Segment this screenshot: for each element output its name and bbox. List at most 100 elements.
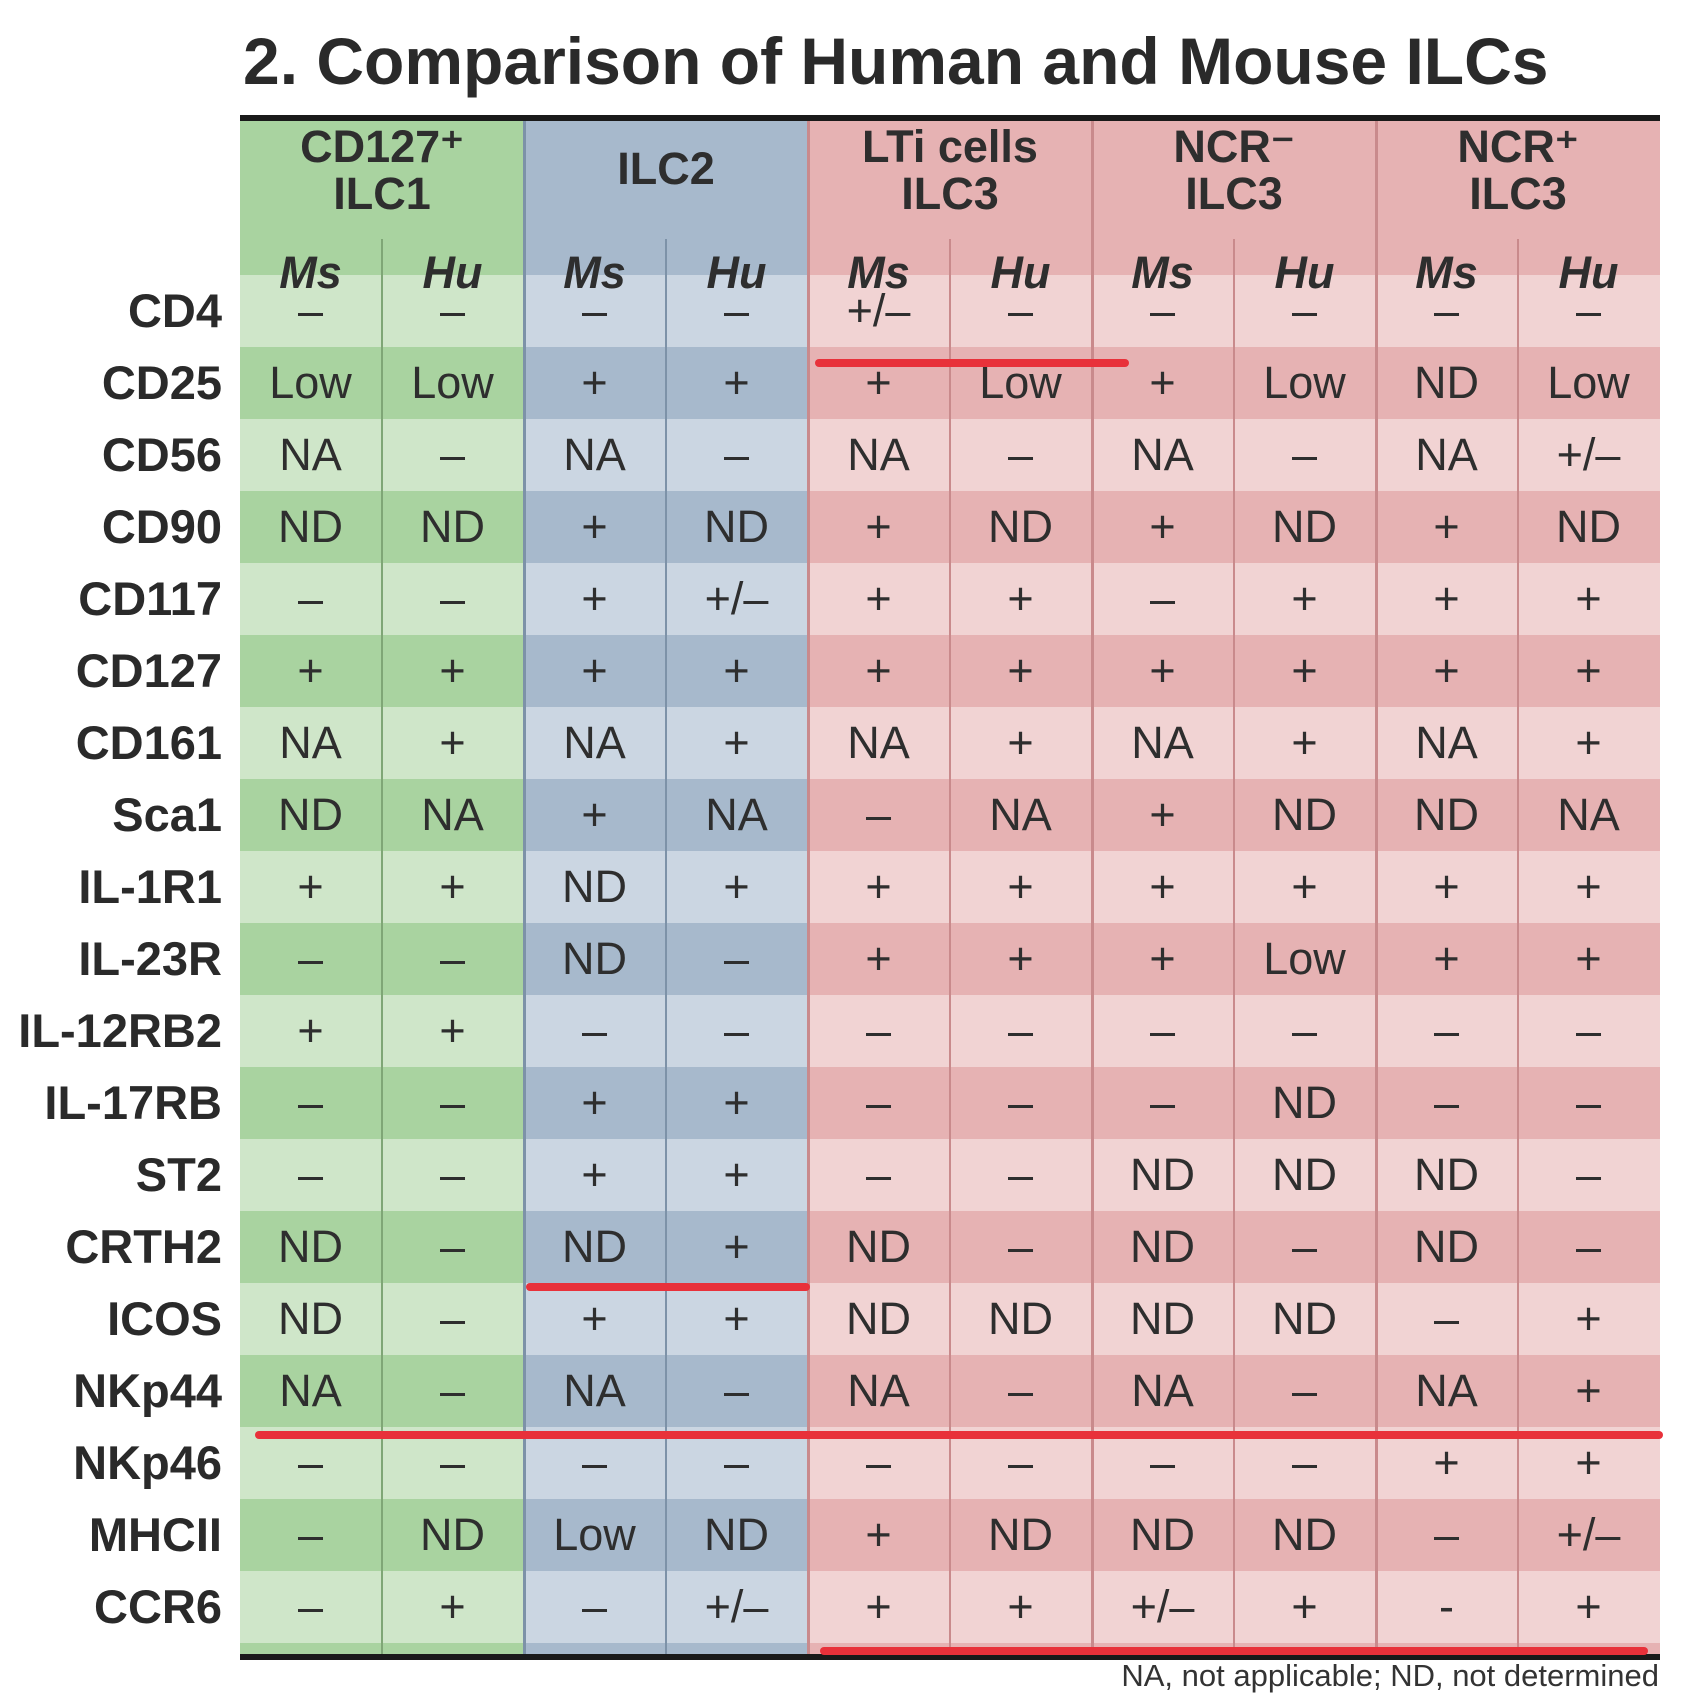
table-cell: – — [865, 789, 892, 840]
table-cell: + — [297, 1005, 324, 1056]
table-cell: +/– — [1130, 1581, 1195, 1632]
marker-row-label: IL-12RB2 — [18, 1004, 222, 1057]
species-subheader: Hu — [990, 247, 1051, 298]
table-cell: – — [439, 1221, 466, 1272]
table-cell: + — [1575, 717, 1602, 768]
table-cell: – — [1007, 1221, 1034, 1272]
table-cell: – — [581, 1581, 608, 1632]
table-cell: – — [439, 933, 466, 984]
group-header-line1: NCR⁻ — [1173, 121, 1295, 172]
table-cell: Low — [411, 357, 494, 408]
table-cell: NA — [1131, 717, 1194, 768]
table-cell: + — [1007, 861, 1034, 912]
table-cell: – — [865, 1005, 892, 1056]
table-cell: – — [1575, 1077, 1602, 1128]
group-separator — [523, 121, 526, 1654]
table-cell: + — [297, 645, 324, 696]
table-cell: – — [297, 1149, 324, 1200]
table-cell: – — [1007, 1149, 1034, 1200]
table-cell: + — [1575, 1437, 1602, 1488]
table-cell: ND — [846, 1221, 911, 1272]
table-cell: NA — [1131, 1365, 1194, 1416]
table-cell: – — [1149, 1077, 1176, 1128]
page-title: 2. Comparison of Human and Mouse ILCs — [243, 24, 1549, 98]
marker-row-label: CD127 — [75, 644, 222, 697]
table-cell: – — [1291, 1437, 1318, 1488]
species-subheader: Hu — [422, 247, 483, 298]
marker-row-label: CD90 — [101, 500, 222, 553]
table-cell: + — [1007, 1581, 1034, 1632]
table-cell: – — [1149, 1005, 1176, 1056]
species-subheader: Hu — [706, 247, 767, 298]
table-cell: ND — [278, 1221, 343, 1272]
table-cell: ND — [278, 1293, 343, 1344]
table-cell: – — [439, 429, 466, 480]
table-cell: ND — [1414, 1149, 1479, 1200]
table-cell: ND — [1272, 501, 1337, 552]
table-cell: – — [1291, 1005, 1318, 1056]
table-cell: + — [865, 501, 892, 552]
group-separator — [1375, 121, 1378, 1654]
table-cell: + — [581, 1293, 608, 1344]
table-cell: – — [723, 1437, 750, 1488]
table-cell: + — [1149, 789, 1176, 840]
table-cell: + — [1007, 717, 1034, 768]
table-cell: NA — [279, 717, 342, 768]
table-cell: + — [1433, 645, 1460, 696]
table-cell: + — [1433, 1437, 1460, 1488]
table-cell: +/– — [1556, 429, 1621, 480]
table-cell: Low — [553, 1509, 636, 1560]
table-cell: + — [1291, 717, 1318, 768]
marker-row-label: CD117 — [78, 572, 222, 625]
table-cell: + — [1007, 645, 1034, 696]
table-cell: – — [1433, 1293, 1460, 1344]
table-cell: – — [1149, 573, 1176, 624]
table-cell: – — [1007, 429, 1034, 480]
table-cell: – — [1433, 1005, 1460, 1056]
marker-row-label: IL-23R — [78, 932, 222, 985]
table-cell: + — [1575, 645, 1602, 696]
table-cell: NA — [421, 789, 484, 840]
group-header: NCR⁺ ILC3 — [1376, 123, 1660, 217]
group-header: NCR⁻ ILC3 — [1092, 123, 1376, 217]
table-cell: + — [723, 1293, 750, 1344]
table-cell: + — [723, 861, 750, 912]
table-cell: + — [439, 1005, 466, 1056]
table-cell: Low — [1547, 357, 1630, 408]
table-cell: ND — [1130, 1293, 1195, 1344]
table-cell: + — [723, 717, 750, 768]
species-subheader: Ms — [1131, 247, 1194, 298]
table-cell: + — [581, 501, 608, 552]
table-cell: NA — [563, 1365, 626, 1416]
table-cell: ND — [846, 1293, 911, 1344]
table-cell: – — [1291, 429, 1318, 480]
subcolumn-separator — [381, 239, 383, 1654]
table-cell: – — [581, 1005, 608, 1056]
marker-row-label: NKp44 — [73, 1364, 222, 1417]
table-cell: – — [1575, 285, 1602, 336]
table-cell: ND — [988, 1293, 1053, 1344]
group-header-line2: ILC3 — [1469, 168, 1567, 219]
marker-row-label: ST2 — [135, 1148, 222, 1201]
table-cell: – — [1007, 1005, 1034, 1056]
table-cell: – — [1433, 1077, 1460, 1128]
table-cell: +/– — [704, 573, 769, 624]
group-separator — [1091, 121, 1094, 1654]
table-cell: – — [1575, 1221, 1602, 1272]
table-cell: + — [439, 861, 466, 912]
table-cell: ND — [1130, 1221, 1195, 1272]
species-subheader: Hu — [1558, 247, 1619, 298]
group-header: ILC2 — [524, 145, 808, 192]
highlight-line-cd4-lti — [815, 359, 1129, 367]
group-separator — [807, 121, 810, 1654]
table-cell: – — [439, 1077, 466, 1128]
table-cell: – — [1291, 1221, 1318, 1272]
group-header-line2: ILC3 — [1185, 168, 1283, 219]
table-cell: + — [865, 933, 892, 984]
table-cell: + — [1291, 1581, 1318, 1632]
table-cell: + — [723, 645, 750, 696]
table-bottom-rule — [240, 1654, 1660, 1660]
table-cell: – — [723, 1365, 750, 1416]
table-cell: + — [581, 357, 608, 408]
species-subheader: Ms — [279, 247, 342, 298]
